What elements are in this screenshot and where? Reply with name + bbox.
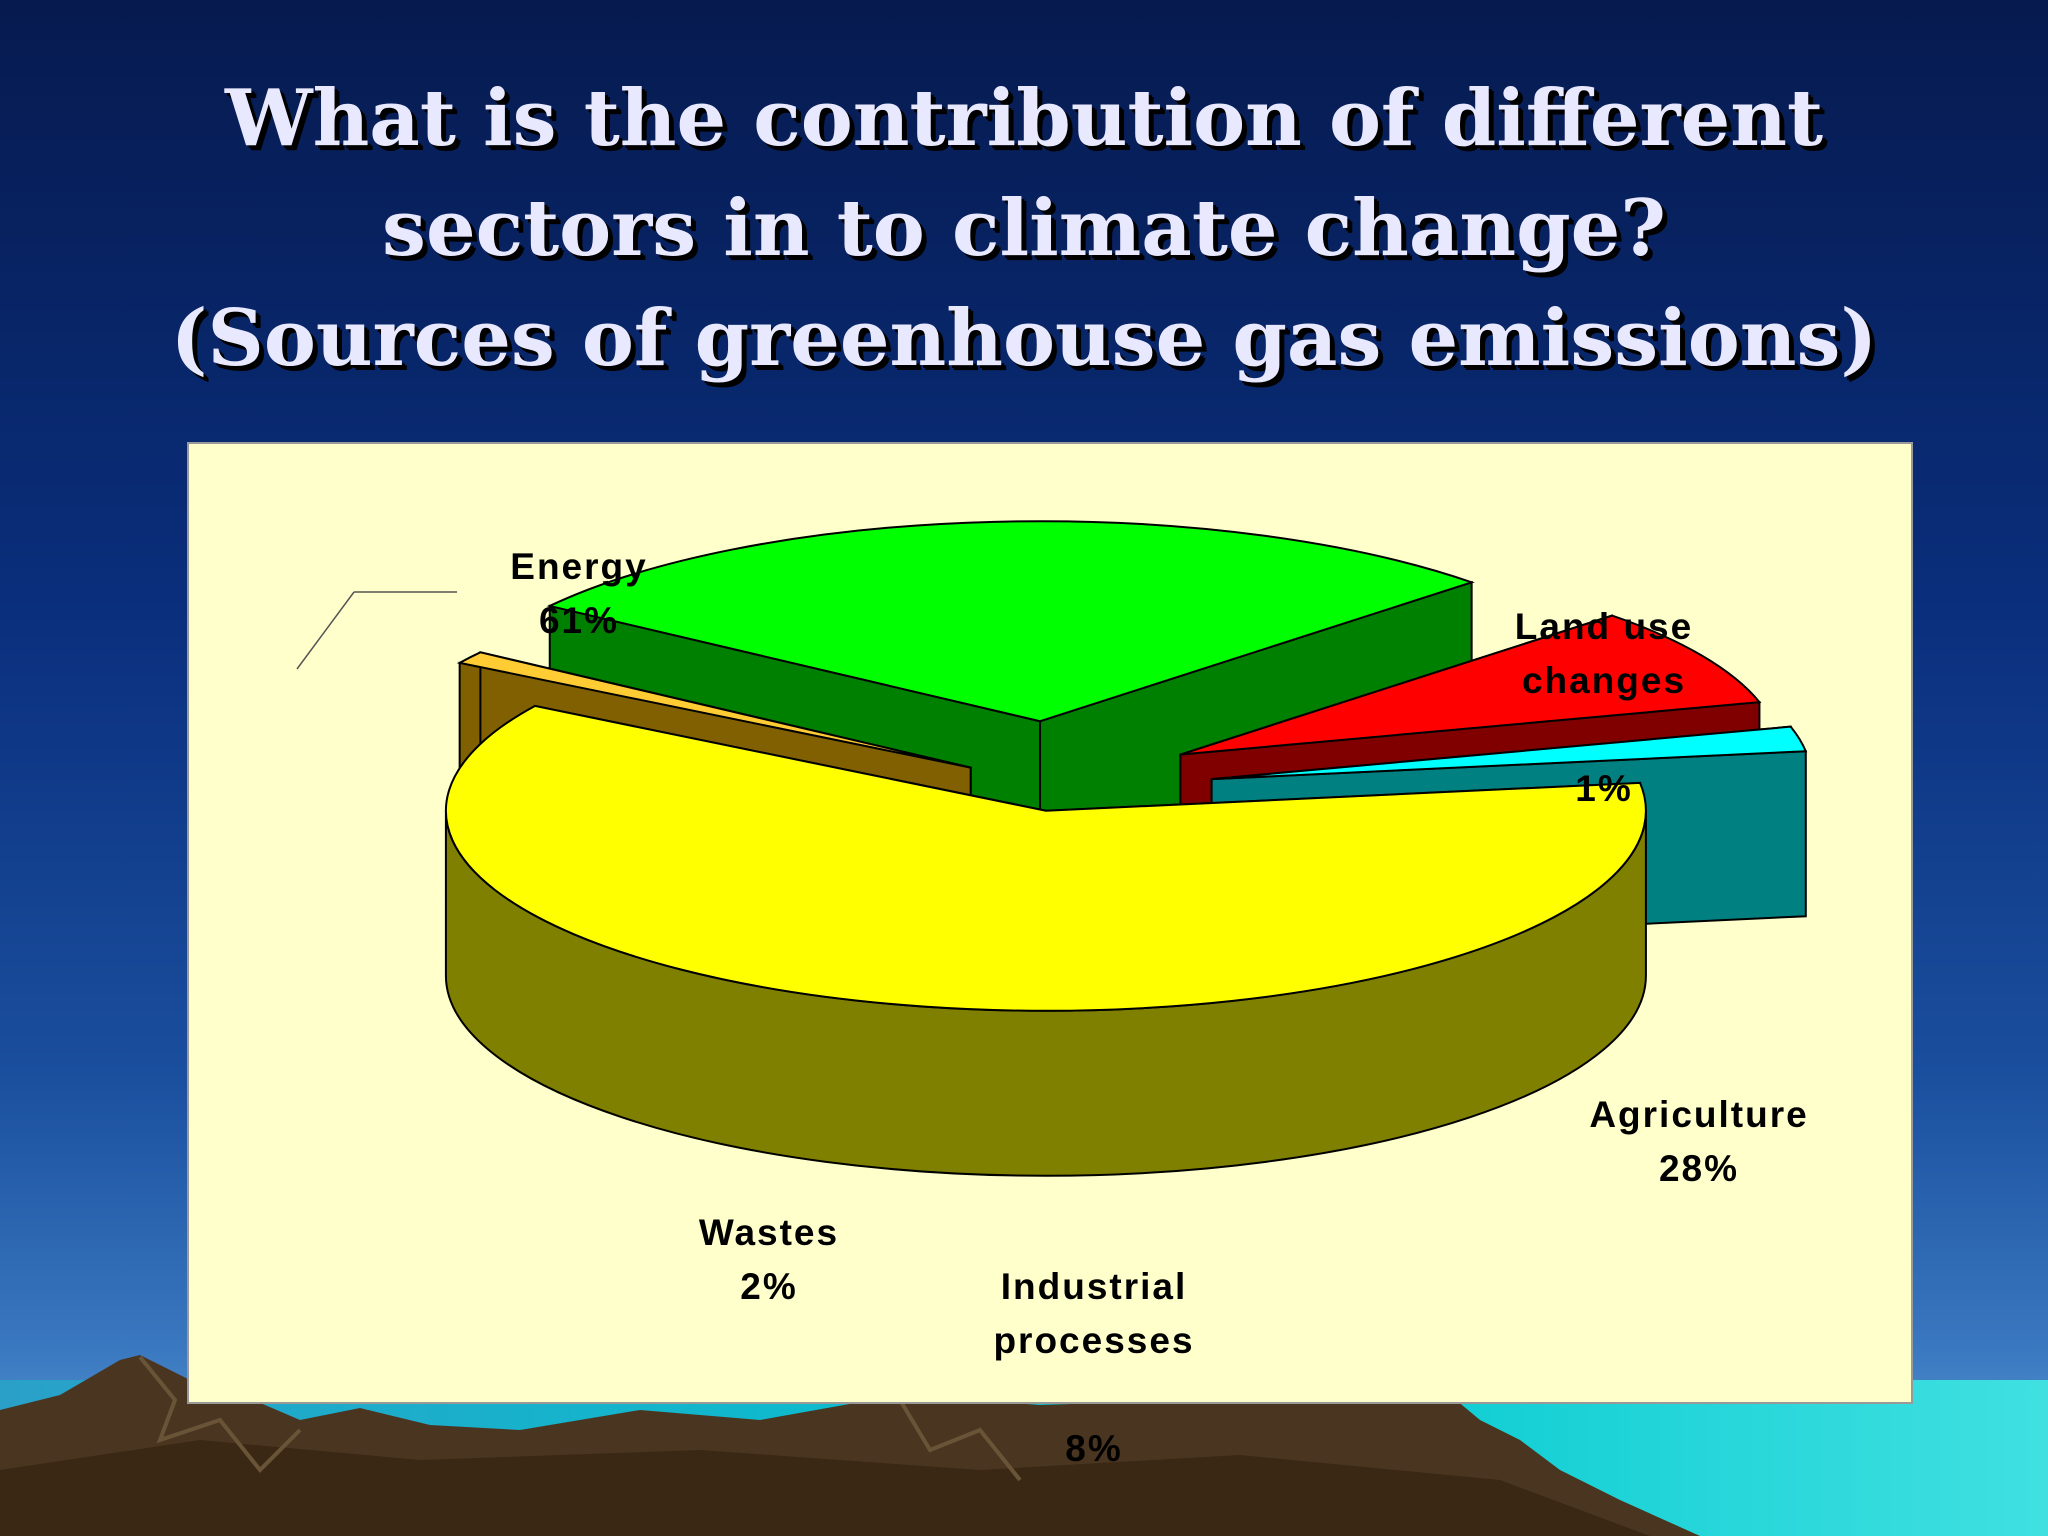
label-wastes-name: Wastes: [698, 1212, 840, 1253]
label-land-use-pct: 1%: [1575, 768, 1633, 809]
energy-leader-line-2: [296, 591, 355, 670]
label-energy-name: Energy: [510, 546, 648, 587]
label-energy-pct: 61%: [538, 600, 620, 641]
slice-top: [1180, 614, 1762, 756]
label-wastes-pct: 2%: [740, 1266, 798, 1307]
label-wastes: Wastes 2%: [659, 1206, 879, 1314]
label-industrial-name: Industrial processes: [993, 1266, 1195, 1361]
slice-energy: [444, 704, 1647, 1177]
slide-title: What is the contribution of different se…: [0, 64, 2048, 394]
label-industrial-pct: 8%: [1065, 1428, 1123, 1469]
label-agriculture: Agriculture 28%: [1549, 1088, 1849, 1196]
slice-top: [546, 520, 1475, 723]
label-land-use: Land use changes 1%: [1454, 546, 1754, 870]
title-line-1: What is the contribution of different: [224, 73, 1824, 164]
label-industrial: Industrial processes 8%: [944, 1206, 1244, 1530]
label-energy: Energy 61%: [429, 540, 729, 648]
chart-panel: Energy 61% Land use changes 1% Agricultu…: [187, 442, 1913, 1469]
title-line-2: sectors in to climate change?: [382, 183, 1666, 274]
pie-chart: [296, 520, 1808, 1177]
slice-top: [1211, 725, 1808, 781]
title-line-3: (Sources of greenhouse gas emissions): [170, 293, 1878, 384]
label-agriculture-pct: 28%: [1658, 1148, 1740, 1189]
label-agriculture-name: Agriculture: [1589, 1094, 1809, 1135]
slice-top: [444, 704, 1647, 1012]
label-land-use-name: Land use changes: [1514, 606, 1694, 701]
slice-top: [456, 651, 971, 769]
